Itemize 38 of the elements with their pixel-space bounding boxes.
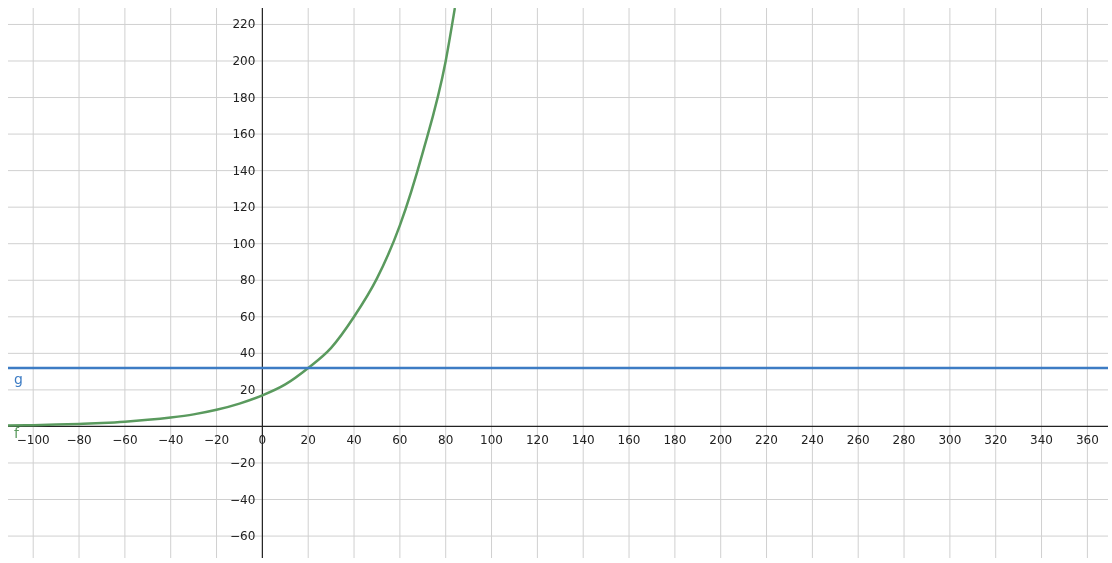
x-tick-label: 340 [1030, 433, 1053, 448]
y-tick-label: 120 [232, 200, 256, 215]
y-tick-label: 60 [240, 309, 256, 324]
y-tick-label: 100 [232, 236, 256, 251]
y-tick-label: 140 [232, 163, 256, 178]
x-tick-label: 240 [800, 433, 824, 448]
x-tick-label: 40 [346, 433, 362, 448]
x-tick-label: 320 [984, 433, 1008, 448]
x-tick-label: 100 [480, 433, 503, 448]
line-series [8, 8, 457, 427]
y-tick-label: 180 [232, 90, 256, 105]
x-tick-label: 180 [663, 433, 687, 448]
x-tick-label: 140 [571, 433, 595, 448]
y-tick-label: 220 [232, 17, 256, 32]
x-tick-label: 260 [846, 433, 870, 448]
x-tick-label: −80 [66, 433, 92, 448]
x-tick-label: 200 [709, 433, 733, 448]
x-tick-label: 60 [392, 433, 408, 448]
y-tick-label: 80 [240, 273, 256, 288]
x-tick-label: 80 [438, 433, 454, 448]
y-tick-label: −40 [230, 492, 256, 507]
x-tick-label: 120 [525, 433, 549, 448]
y-tick-label: 40 [240, 346, 256, 361]
y-tick-label: 160 [232, 127, 256, 142]
y-tick-label: 20 [240, 382, 256, 397]
y-tick-label: −20 [230, 455, 256, 470]
x-tick-label: 160 [617, 433, 641, 448]
y-tick-label: 200 [232, 53, 256, 68]
x-tick-label: 220 [755, 433, 778, 448]
x-tick-label: 360 [1075, 433, 1099, 448]
x-tick-label: 20 [300, 433, 316, 448]
x-tick-label: 280 [892, 433, 916, 448]
y-tick-label: −60 [230, 529, 256, 544]
x-tick-label: −20 [203, 433, 230, 448]
x-tick-label: 300 [938, 433, 962, 448]
x-tick-label: −40 [158, 433, 184, 448]
series-label: g [14, 370, 23, 387]
x-tick-label: −60 [112, 433, 138, 448]
